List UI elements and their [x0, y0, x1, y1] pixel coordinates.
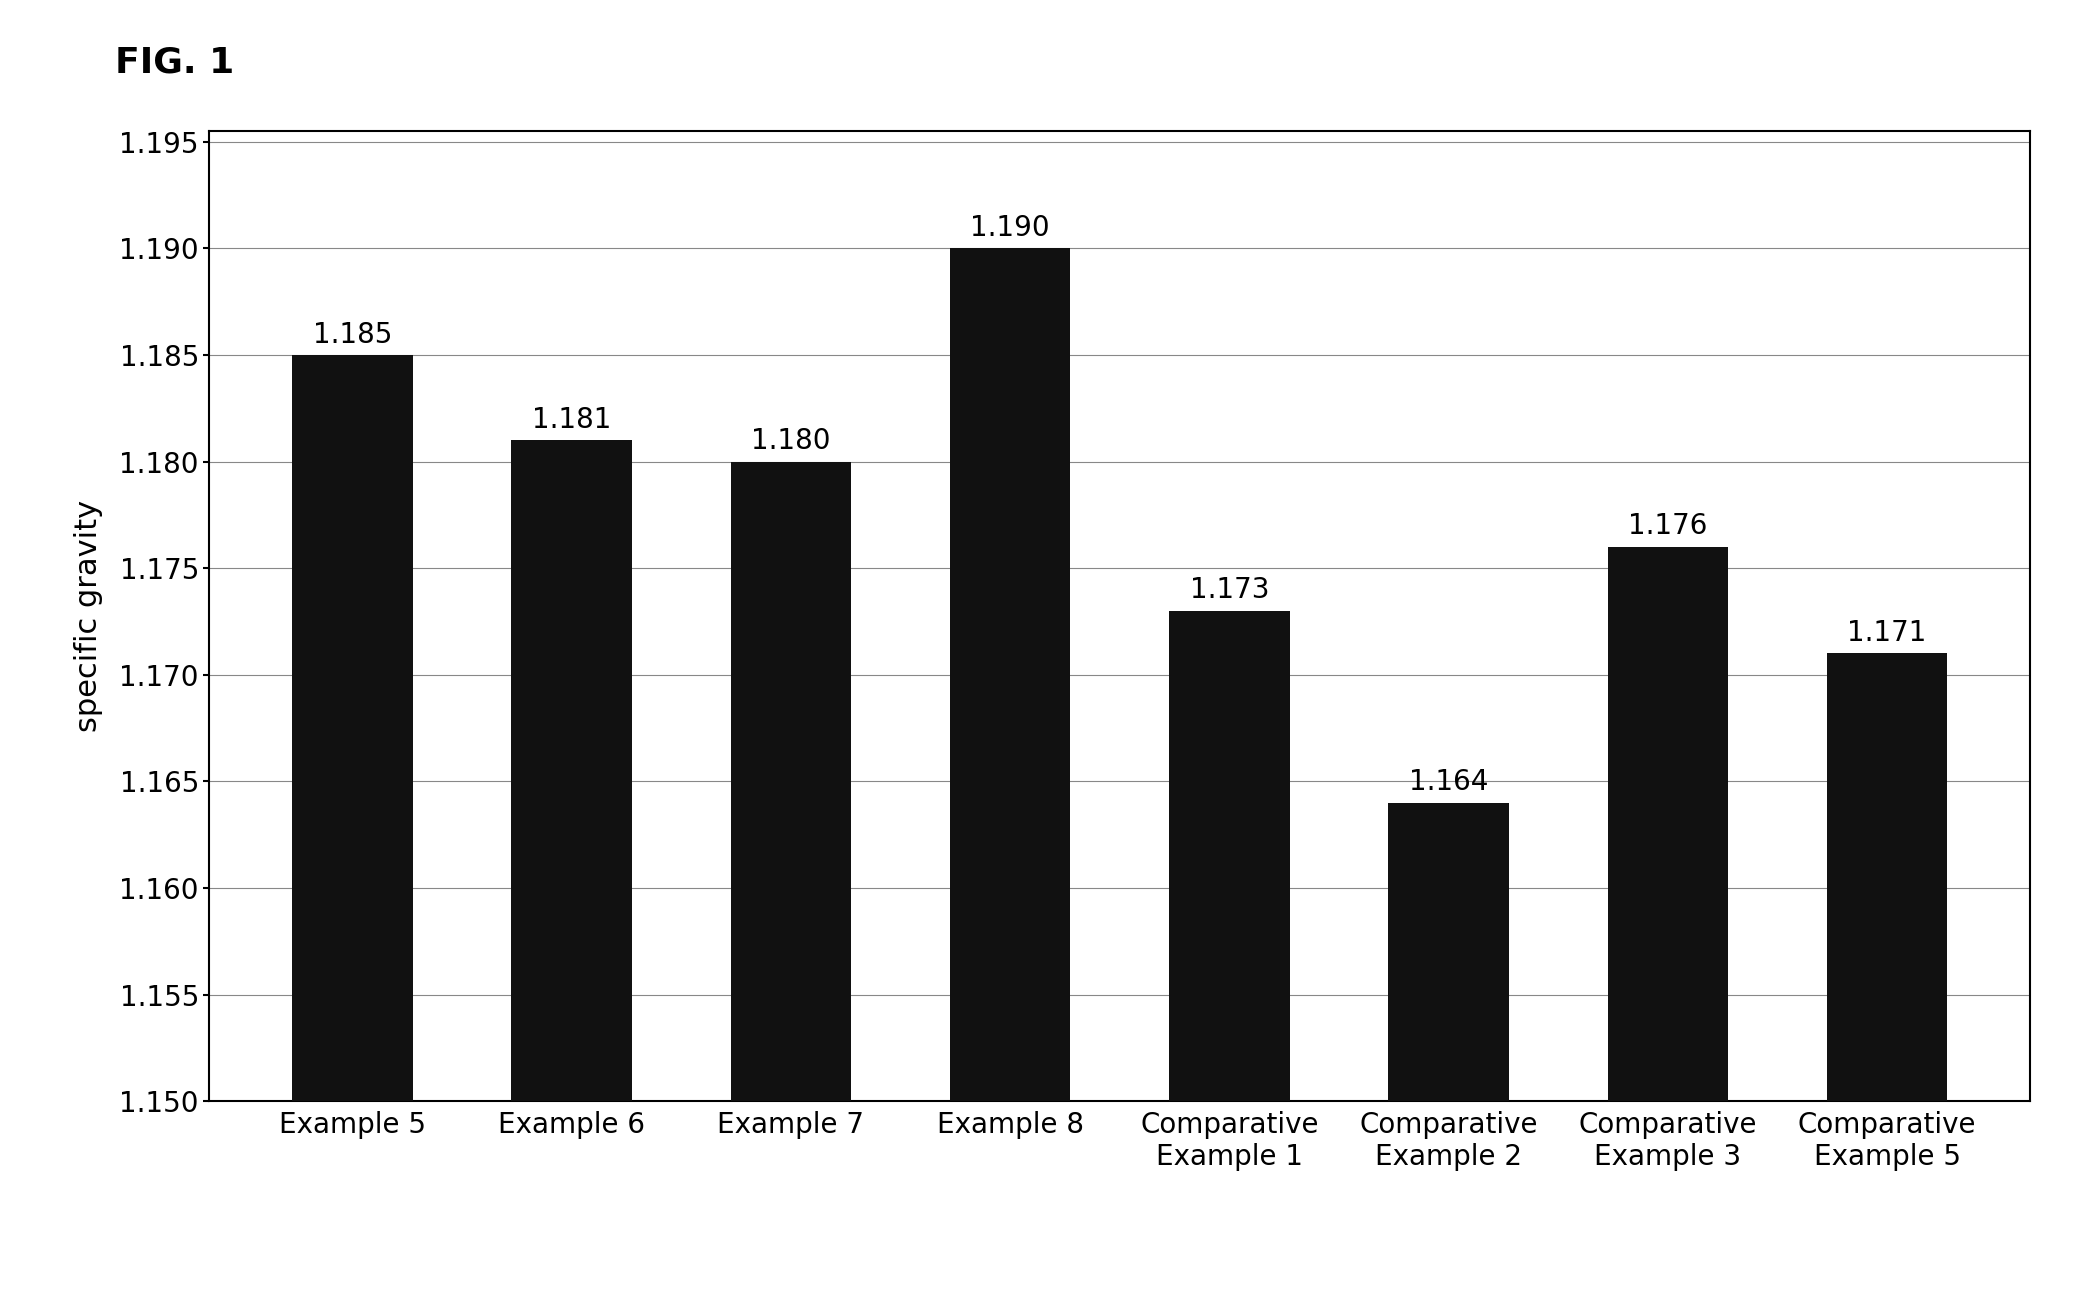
Bar — [1607, 547, 1729, 1101]
Bar — [730, 461, 852, 1101]
Text: 1.176: 1.176 — [1628, 513, 1708, 540]
Bar — [293, 355, 412, 1101]
Text: 1.190: 1.190 — [971, 214, 1051, 243]
Text: 1.185: 1.185 — [312, 321, 391, 349]
Text: 1.180: 1.180 — [751, 427, 831, 455]
Text: 1.164: 1.164 — [1409, 768, 1488, 796]
Text: 1.181: 1.181 — [532, 406, 611, 434]
Y-axis label: specific gravity: specific gravity — [73, 499, 103, 733]
Text: FIG. 1: FIG. 1 — [115, 45, 234, 79]
Bar — [950, 248, 1070, 1101]
Bar — [1170, 611, 1289, 1101]
Bar — [1827, 653, 1946, 1101]
Text: 1.171: 1.171 — [1848, 619, 1928, 648]
Bar — [511, 440, 632, 1101]
Bar — [1388, 802, 1509, 1101]
Text: 1.173: 1.173 — [1189, 577, 1268, 604]
